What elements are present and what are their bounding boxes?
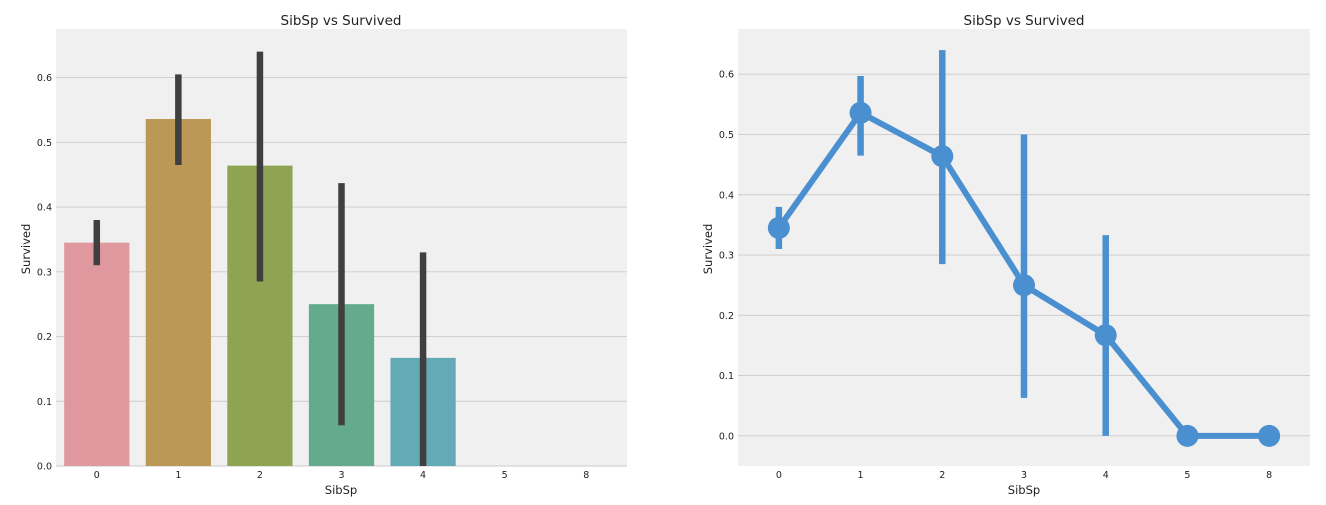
bar-1 [145,118,211,467]
point-8 [1258,424,1281,447]
point-chart-x-label: SibSp [1008,483,1040,497]
bar-chart-x-label: SibSp [325,483,357,497]
bar-chart-y-tick-label: 0.3 [37,267,52,278]
bar-chart-x-tick-label: 2 [257,470,263,481]
point-chart-y-tick-label: 0.4 [719,190,734,201]
point-chart-points [767,101,1281,447]
point-chart-y-tick-label: 0.5 [719,130,734,141]
bar-chart-y-label: Survived [19,224,33,275]
point-4 [1094,324,1117,347]
point-3 [1013,274,1035,297]
point-chart-x-tick-label: 8 [1266,470,1272,481]
bar-chart-y-tick-label: 0.6 [37,73,52,84]
point-chart-y-tick-label: 0.6 [719,70,734,81]
point-chart-x-tick-label: 4 [1103,470,1109,481]
bar-chart-error-bars [93,51,427,466]
bar-chart-x-tick-label: 1 [175,470,181,481]
bar-chart-x-tick-label: 4 [420,470,426,481]
bar-chart-y-tick-label: 0.2 [37,332,52,343]
point-chart-y-tick-label: 0.0 [719,431,734,442]
bar-chart-y-tick-label: 0.1 [37,397,52,408]
point-chart-x-tick-label: 5 [1184,470,1190,481]
bar-chart-x-tick-label: 0 [94,470,100,481]
bar-chart-y-ticks: 0.0 0.1 0.2 0.3 0.4 0.5 0.6 [37,73,52,472]
point-chart-y-tick-label: 0.1 [719,371,734,382]
point-chart-x-tick-label: 1 [858,470,864,481]
bar-chart-x-tick-label: 8 [583,470,589,481]
bar-chart-x-tick-label: 5 [502,470,508,481]
point-chart-title: SibSp vs Survived [964,13,1085,29]
bar-chart-y-tick-label: 0.0 [37,462,52,473]
point-chart-y-label: Survived [701,224,715,275]
point-chart-y-ticks: 0.0 0.1 0.2 0.3 0.4 0.5 0.6 [719,70,734,443]
point-chart-y-tick-label: 0.3 [719,251,734,262]
point-chart-panel: 0.0 0.1 0.2 0.3 0.4 0.5 0.6 0 1 2 3 4 5 8 SibSp vs S… [701,13,1310,497]
bar-chart-panel: 0.0 0.1 0.2 0.3 0.4 0.5 0.6 0 1 2 3 4 5 8 SibSp vs S… [19,13,627,497]
bar-0 [64,242,130,466]
point-chart-x-tick-label: 0 [776,470,782,481]
point-0 [767,216,790,239]
bar-chart-title: SibSp vs Survived [281,13,402,29]
point-5 [1176,424,1199,447]
point-2 [931,145,954,168]
bar-chart-x-ticks: 0 1 2 3 4 5 8 [94,470,589,481]
bar-chart-x-tick-label: 3 [338,470,344,481]
point-chart-y-tick-label: 0.2 [719,311,734,322]
point-chart-x-tick-label: 2 [939,470,945,481]
bar-chart-y-tick-label: 0.4 [37,203,52,214]
point-1 [849,101,872,124]
point-chart-x-ticks: 0 1 2 3 4 5 8 [776,470,1272,481]
point-chart-x-tick-label: 3 [1021,470,1027,481]
bar-chart-bars [64,118,456,467]
bar-chart-y-tick-label: 0.5 [37,138,52,149]
